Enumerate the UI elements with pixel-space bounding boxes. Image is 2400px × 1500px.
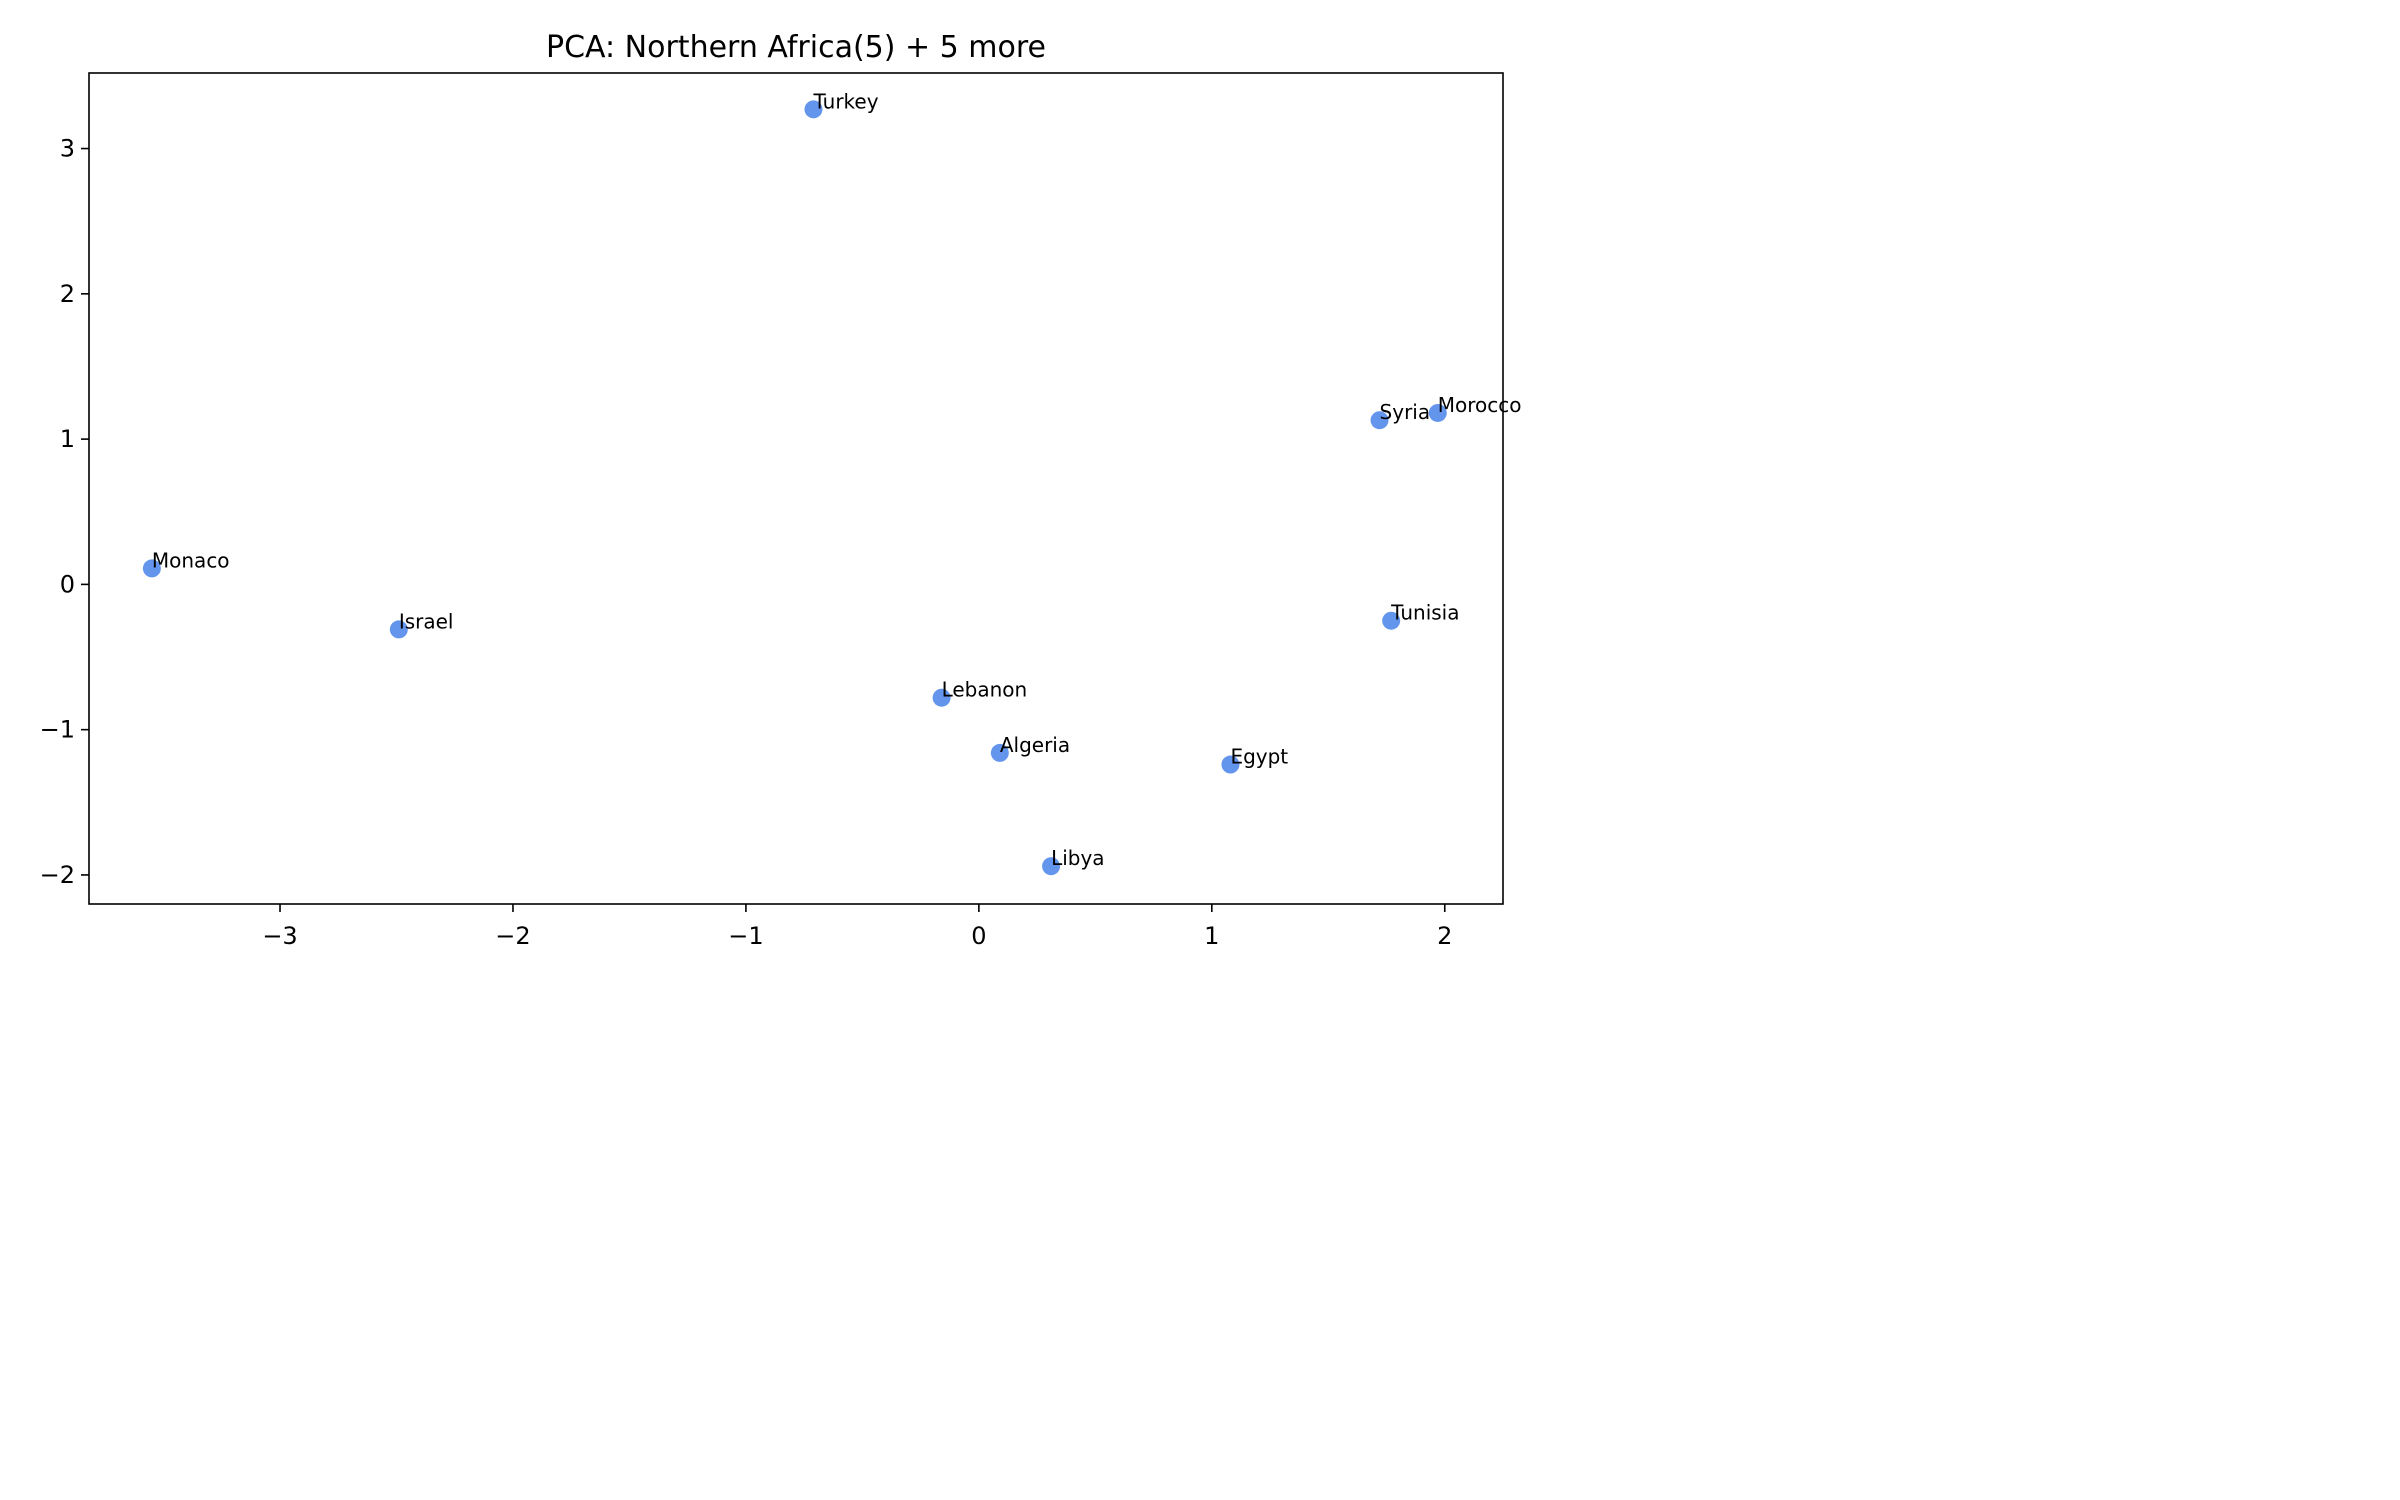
data-point [932,688,951,707]
point-labels: Turkey Syria Morocco Monaco Israel Tunisia Leb… [152,89,1522,870]
y-tick-label: −1 [40,716,75,744]
data-point [1382,611,1401,630]
data-point-label: Syria [1380,400,1431,424]
data-point-label: Lebanon [942,678,1028,702]
pca-scatter-chart: PCA: Northern Africa(5) + 5 more −3 −2 −1 0… [40,30,1522,950]
data-point [990,743,1009,762]
data-point [1428,403,1447,422]
data-point [1370,411,1389,430]
data-points [142,100,1447,876]
x-tick-label: 1 [1204,922,1219,950]
data-point-label: Israel [399,609,454,633]
data-point [389,620,408,639]
axis-ticks: −3 −2 −1 0 1 2 −2 −1 0 1 2 3 [40,135,1453,950]
y-tick-label: 3 [60,135,75,163]
y-tick-label: 2 [60,280,75,308]
x-tick-label: −1 [728,922,763,950]
x-tick-label: −3 [262,922,297,950]
data-point [1221,755,1240,774]
x-tick-label: −2 [495,922,530,950]
data-point [1042,857,1061,876]
data-point-label: Egypt [1230,745,1288,769]
plot-frame [88,72,1504,905]
data-point [804,100,823,119]
data-point-label: Morocco [1438,393,1522,417]
y-tick-label: −2 [40,861,75,889]
x-tick-label: 0 [971,922,986,950]
data-point-label: Libya [1051,846,1105,870]
data-point [142,559,161,578]
x-tick-label: 2 [1437,922,1452,950]
y-tick-label: 1 [60,425,75,453]
chart-title: PCA: Northern Africa(5) + 5 more [546,30,1046,65]
data-point-label: Turkey [812,89,878,113]
data-point-label: Monaco [152,548,230,572]
data-point-label: Algeria [1000,733,1070,757]
data-point-label: Tunisia [1390,601,1459,625]
y-tick-label: 0 [60,570,75,598]
